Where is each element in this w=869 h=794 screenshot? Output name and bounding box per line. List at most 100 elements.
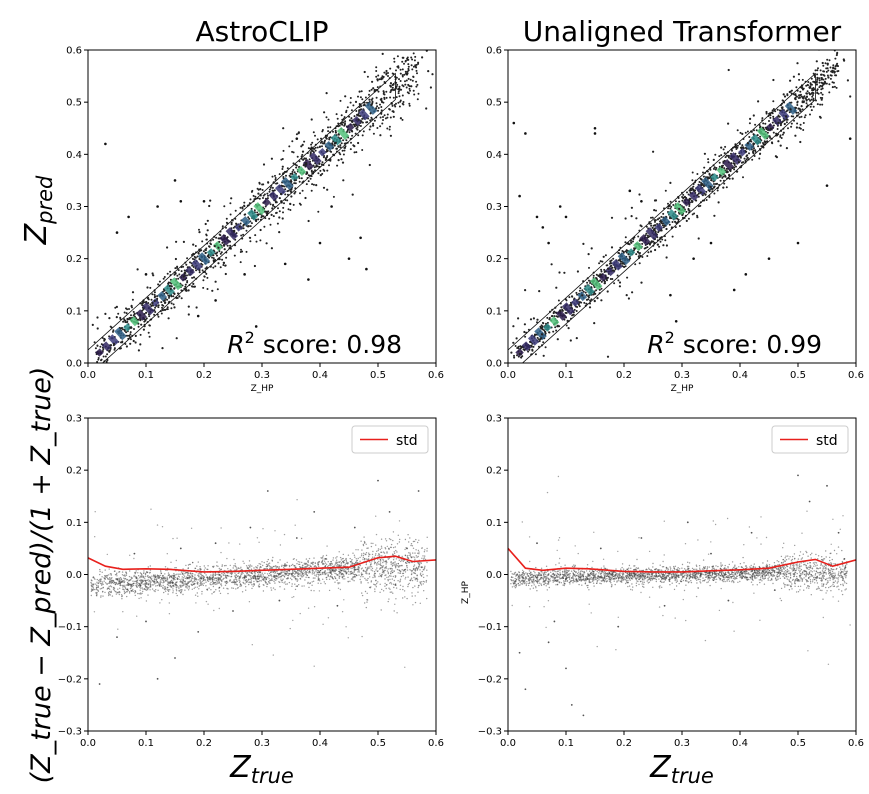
density-cell	[756, 127, 770, 140]
residual-point	[245, 589, 247, 591]
sparse-point	[722, 186, 725, 189]
residual-point	[232, 567, 234, 569]
density-point	[646, 234, 649, 237]
outlier-point	[144, 273, 148, 276]
residual-point	[179, 589, 182, 591]
density-point	[281, 168, 284, 170]
residual-point	[407, 583, 409, 586]
density-point	[748, 152, 750, 155]
density-point	[832, 64, 835, 67]
density-point	[417, 92, 420, 95]
density-point	[819, 96, 822, 99]
density-point	[399, 72, 402, 75]
density-point	[144, 319, 147, 322]
sparse-point	[849, 95, 852, 98]
density-point	[288, 145, 291, 148]
density-point	[405, 79, 408, 82]
density-point	[176, 266, 179, 269]
density-cell	[364, 101, 378, 115]
density-point	[350, 109, 353, 112]
density-point	[801, 78, 804, 81]
residual-point	[101, 571, 103, 573]
density-cell	[765, 122, 775, 132]
y-tick-label: 0.4	[66, 150, 82, 161]
density-point	[267, 210, 270, 213]
residual-point	[355, 558, 357, 560]
residual-point	[234, 575, 236, 577]
density-point	[410, 56, 413, 59]
residual-point	[344, 578, 346, 580]
density-point	[302, 158, 305, 161]
sparse-point	[607, 267, 610, 270]
residual-point	[147, 589, 149, 591]
density-point	[200, 262, 203, 265]
density-point	[301, 153, 304, 156]
residual-point	[386, 576, 388, 579]
density-point	[703, 166, 706, 169]
sparse-point	[736, 170, 739, 173]
density-cell	[555, 309, 567, 321]
density-point	[611, 266, 614, 269]
y-tick-label: 0.6	[486, 46, 502, 57]
residual-point	[397, 565, 399, 567]
density-point	[180, 297, 183, 300]
density-point	[799, 110, 802, 113]
residual-point	[191, 575, 194, 577]
residual-point	[374, 590, 376, 593]
outlier-point	[744, 273, 748, 276]
residual-point	[235, 574, 237, 576]
density-point	[404, 80, 406, 83]
residual-point	[134, 572, 136, 575]
density-point	[359, 125, 362, 127]
sparse-point	[139, 302, 142, 305]
density-point	[252, 194, 255, 197]
residual-point	[349, 561, 352, 563]
density-cell	[583, 284, 595, 296]
residual-point	[296, 578, 298, 580]
sparse-point	[368, 163, 371, 167]
residual-point	[373, 570, 376, 573]
residual-point	[417, 586, 419, 589]
x-tick-label: 0.3	[674, 370, 690, 381]
residual-point	[395, 567, 397, 569]
residual-point	[153, 579, 156, 581]
density-point	[148, 324, 151, 327]
r2-value: score: 0.99	[675, 330, 822, 359]
density-point	[599, 279, 602, 282]
density-point	[834, 57, 837, 60]
residual-point	[266, 573, 269, 575]
density-point	[157, 306, 160, 309]
sparse-point	[354, 100, 358, 103]
residual-point	[141, 575, 143, 577]
sparse-point	[569, 339, 572, 342]
outlier-point	[518, 194, 521, 198]
density-point	[202, 286, 205, 289]
sparse-point	[270, 157, 273, 160]
density-point	[671, 221, 674, 223]
sparse-point	[132, 339, 135, 343]
residual-point	[397, 534, 399, 536]
density-point	[722, 148, 725, 151]
density-point	[172, 303, 175, 306]
density-point	[325, 137, 328, 140]
density-point	[560, 306, 563, 309]
density-point	[409, 78, 412, 81]
density-point	[398, 78, 400, 81]
density-point	[201, 240, 204, 243]
density-point	[239, 206, 242, 209]
density-point	[380, 99, 383, 102]
residual-point	[235, 577, 237, 579]
density-point	[163, 299, 166, 302]
density-point	[219, 252, 222, 255]
density-point	[245, 250, 248, 253]
density-point	[643, 247, 646, 250]
y-tick-label: 0.2	[66, 254, 82, 265]
residual-point	[307, 581, 309, 584]
residual-point	[414, 585, 416, 587]
residual-point	[384, 547, 386, 549]
residual-point	[404, 571, 407, 573]
residual-point	[301, 585, 303, 587]
density-point	[392, 111, 395, 113]
residual-point	[414, 579, 416, 581]
density-point	[674, 200, 677, 203]
